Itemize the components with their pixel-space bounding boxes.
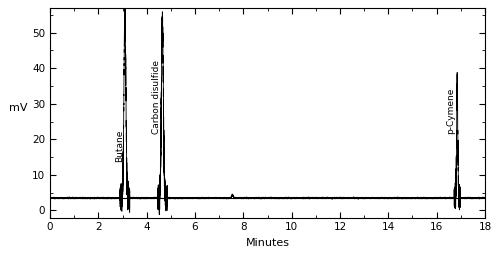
Text: p-Cymene: p-Cymene: [446, 88, 456, 134]
X-axis label: Minutes: Minutes: [246, 238, 290, 248]
Text: Butane: Butane: [114, 130, 124, 162]
Y-axis label: mV: mV: [9, 103, 28, 113]
Text: Carbon disulfide: Carbon disulfide: [152, 60, 161, 134]
